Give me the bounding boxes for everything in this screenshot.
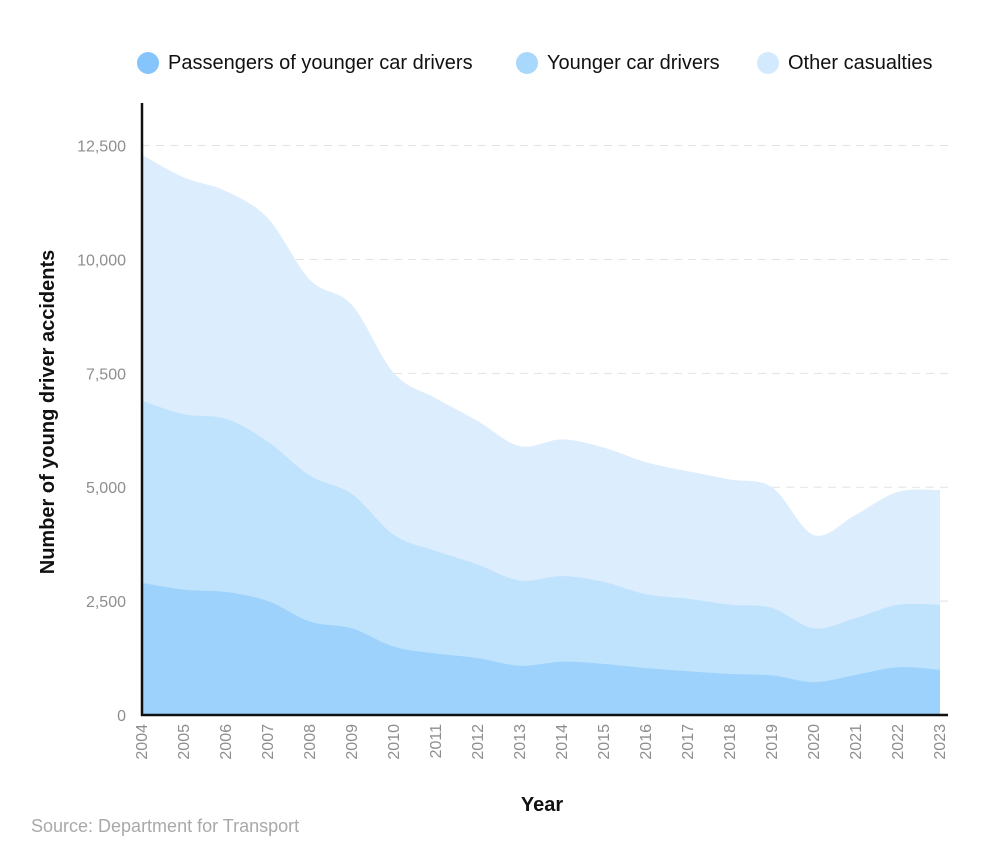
legend-item-other-casualties: Other casualties xyxy=(757,48,933,78)
legend-item-younger-drivers: Younger car drivers xyxy=(516,48,720,78)
y-axis-title: Number of young driver accidents xyxy=(37,250,59,575)
x-tick-label: 2012 xyxy=(470,724,487,760)
legend-label-younger-drivers: Younger car drivers xyxy=(547,51,720,74)
x-axis-title: Year xyxy=(521,794,563,816)
x-tick-label: 2023 xyxy=(932,724,949,760)
legend-swatch-younger-drivers xyxy=(516,52,538,74)
x-tick-label: 2010 xyxy=(386,724,403,760)
y-tick-label: 2,500 xyxy=(86,594,126,611)
legend-item-passengers: Passengers of younger car drivers xyxy=(137,48,473,78)
x-tick-label: 2004 xyxy=(134,724,151,760)
x-tick-label: 2007 xyxy=(260,724,277,760)
x-tick-label: 2006 xyxy=(218,724,235,760)
area-passengers xyxy=(142,582,940,715)
x-tick-label: 2019 xyxy=(764,724,781,760)
x-tick-label: 2008 xyxy=(302,724,319,760)
legend-label-passengers: Passengers of younger car drivers xyxy=(168,51,473,74)
y-tick-label: 0 xyxy=(117,708,126,725)
y-tick-label: 7,500 xyxy=(86,366,126,383)
y-tick-label: 12,500 xyxy=(77,139,126,156)
chart-legend: Passengers of younger car drivers Younge… xyxy=(0,48,1000,78)
legend-label-other-casualties: Other casualties xyxy=(788,51,933,74)
x-tick-label: 2016 xyxy=(638,724,655,760)
y-tick-labels: 0 2,500 5,000 7,500 10,000 12,500 xyxy=(77,139,126,725)
source-note: Source: Department for Transport xyxy=(31,816,300,836)
x-tick-label: 2013 xyxy=(512,724,529,760)
legend-swatch-other-casualties xyxy=(757,52,779,74)
x-tick-label: 2018 xyxy=(722,724,739,760)
axes xyxy=(140,103,948,717)
x-tick-labels: 2004 2005 2006 2007 2008 2009 2010 2011 2012 2013… xyxy=(134,724,949,760)
legend-swatch-passengers xyxy=(137,52,159,74)
x-tick-label: 2011 xyxy=(428,724,445,759)
x-tick-label: 2009 xyxy=(344,724,361,760)
x-tick-label: 2014 xyxy=(554,724,571,760)
x-tick-label: 2015 xyxy=(596,724,613,760)
y-tick-label: 5,000 xyxy=(86,480,126,497)
x-tick-label: 2021 xyxy=(848,724,865,760)
x-tick-label: 2022 xyxy=(890,724,907,760)
x-tick-label: 2020 xyxy=(806,724,823,760)
stacked-areas xyxy=(142,154,940,715)
x-tick-label: 2005 xyxy=(176,724,193,760)
y-tick-label: 10,000 xyxy=(77,252,126,269)
x-tick-label: 2017 xyxy=(680,724,697,760)
